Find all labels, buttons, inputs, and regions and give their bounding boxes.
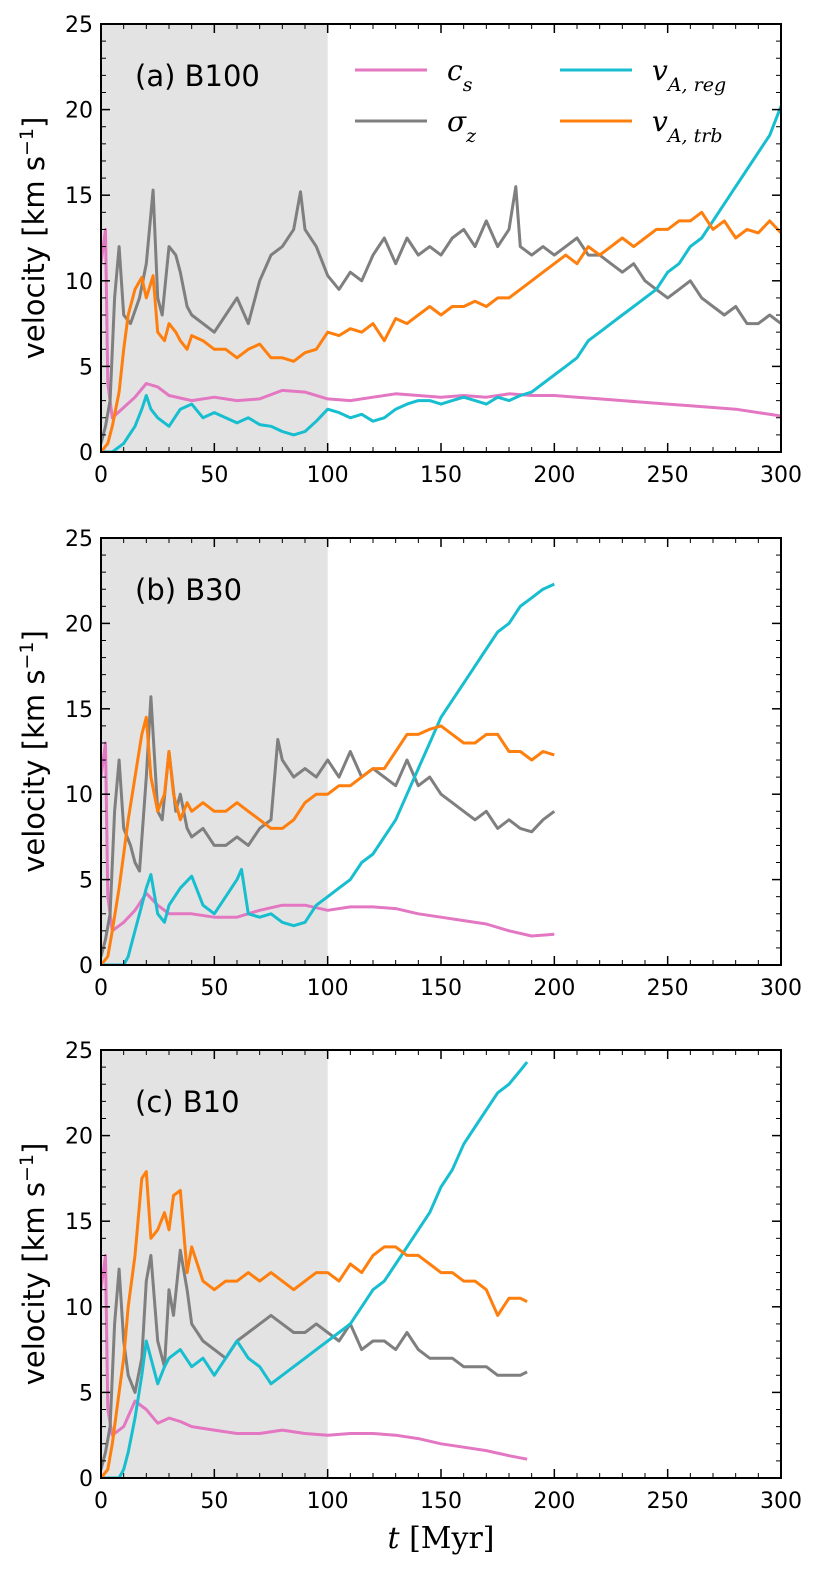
y-tick-label: 20 — [65, 1125, 93, 1150]
series-line-v-A-reg — [101, 105, 781, 452]
panel-1: 0 50 100 150 200 250 300 0 5 10 15 20 25 velocity [km… — [16, 13, 802, 488]
x-tick-label: 100 — [307, 463, 349, 488]
x-tick-label: 300 — [760, 1489, 802, 1514]
series-line--z — [101, 1248, 528, 1470]
y-tick-label: 20 — [65, 99, 93, 124]
y-tick-label: 10 — [65, 270, 93, 295]
panel-3: 0 50 100 150 200 250 300 0 5 10 15 20 25 velocity [km… — [16, 1039, 802, 1556]
y-tick-label: 5 — [79, 1381, 93, 1406]
y-tick-label: 25 — [65, 13, 93, 38]
series-line-v-A-trb — [101, 1170, 528, 1478]
x-tick-label: 250 — [647, 463, 689, 488]
legend: cs σz vA, reg vA, trb — [355, 54, 726, 147]
x-tick-label: 150 — [420, 463, 462, 488]
x-tick-label: 50 — [200, 463, 228, 488]
x-tick-label: 150 — [420, 976, 462, 1001]
panel-label: (a) B100 — [135, 59, 260, 93]
y-tick-label: 5 — [79, 355, 93, 380]
series-line-v-A-trb — [101, 210, 781, 452]
series-line-v-A-reg — [101, 1061, 529, 1478]
series-line-v-A-reg — [101, 582, 555, 965]
y-tick-label: 15 — [65, 184, 93, 209]
series-line--z — [101, 185, 781, 444]
panel-2: 0 50 100 150 200 250 300 0 5 10 15 20 25 velocity [km… — [16, 527, 802, 1001]
x-tick-label: 100 — [307, 1489, 349, 1514]
series-line--z — [101, 695, 556, 957]
y-axis-label: velocity [km s−1] — [16, 630, 51, 873]
series-line-c-s — [101, 227, 781, 420]
x-axis-label: t [Myr] — [387, 1521, 494, 1556]
legend-label: vA, trb — [652, 105, 723, 147]
x-tick-label: 250 — [647, 976, 689, 1001]
y-tick-label: 5 — [79, 869, 93, 894]
x-tick-label: 0 — [94, 1489, 108, 1514]
x-tick-label: 0 — [94, 463, 108, 488]
series-line-v-A-trb — [101, 715, 555, 965]
y-tick-label: 0 — [79, 1467, 93, 1492]
x-tick-label: 200 — [533, 463, 575, 488]
series-line-c-s — [101, 741, 555, 938]
y-axis-label: velocity [km s−1] — [16, 117, 51, 360]
x-tick-label: 50 — [200, 976, 228, 1001]
x-tick-label: 250 — [647, 1489, 689, 1514]
y-tick-label: 20 — [65, 612, 93, 637]
x-tick-label: 200 — [533, 1489, 575, 1514]
series-line-c-s — [101, 1253, 528, 1461]
y-tick-label: 10 — [65, 783, 93, 808]
legend-label: cs — [447, 54, 473, 96]
panel-label: (c) B10 — [135, 1085, 240, 1119]
x-tick-label: 200 — [533, 976, 575, 1001]
y-tick-label: 0 — [79, 954, 93, 979]
panel-label: (b) B30 — [135, 573, 242, 607]
x-tick-label: 150 — [420, 1489, 462, 1514]
x-tick-label: 100 — [307, 976, 349, 1001]
shaded-region — [101, 24, 328, 452]
y-tick-label: 15 — [65, 698, 93, 723]
legend-label: vA, reg — [652, 54, 726, 96]
y-tick-label: 15 — [65, 1210, 93, 1235]
x-tick-label: 0 — [94, 976, 108, 1001]
shaded-region — [101, 1050, 328, 1478]
y-tick-label: 10 — [65, 1296, 93, 1321]
x-tick-label: 50 — [200, 1489, 228, 1514]
legend-label: σz — [447, 105, 477, 147]
y-tick-label: 25 — [65, 527, 93, 552]
y-tick-label: 0 — [79, 441, 93, 466]
y-tick-label: 25 — [65, 1039, 93, 1064]
y-axis-label: velocity [km s−1] — [16, 1143, 51, 1386]
x-tick-label: 300 — [760, 976, 802, 1001]
x-tick-label: 300 — [760, 463, 802, 488]
